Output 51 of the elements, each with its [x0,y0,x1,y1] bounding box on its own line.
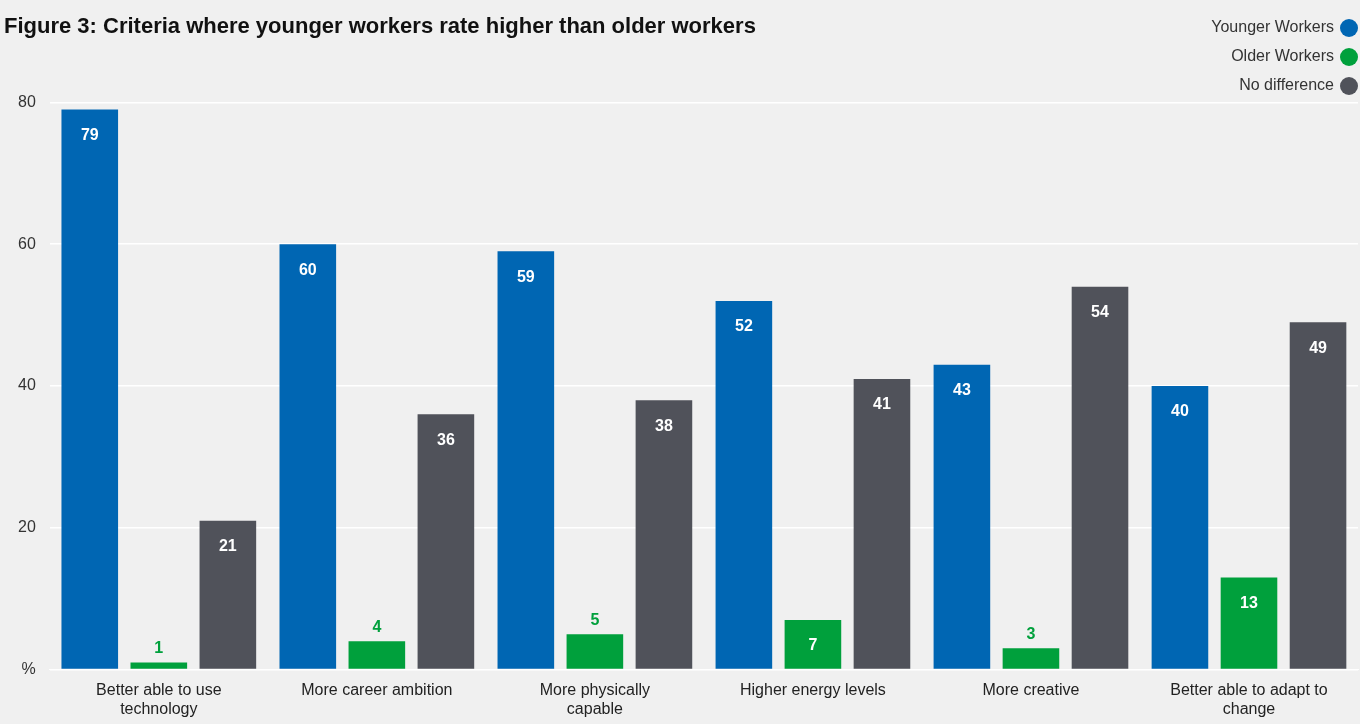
data-label: 60 [298,260,317,278]
y-tick-label: 80 [18,92,36,110]
bar [933,364,991,669]
bar [715,300,773,669]
bar [199,520,257,669]
bar [417,414,475,669]
y-tick-label: 20 [18,518,36,536]
data-label: 13 [1240,593,1258,611]
bar [566,634,624,669]
x-tick-label: Better able to use technology [96,680,222,717]
chart-title: Figure 3: Criteria where younger workers rate higher than older workers [4,13,756,39]
bar [130,662,188,669]
data-label: 41 [873,395,891,413]
bar [1220,577,1278,669]
data-label: 59 [516,267,535,285]
bar [635,400,693,669]
data-label: 40 [1171,402,1189,420]
data-label: 7 [808,636,818,654]
x-tick-label: More creative [982,680,1080,698]
x-tick-label: Better able to adapt to change [1170,680,1328,717]
data-label: 52 [734,317,753,335]
bar [348,641,406,669]
x-tick-label: More career ambition [301,680,453,698]
data-label: 21 [218,537,237,555]
bar [1289,322,1347,669]
bar [61,109,119,669]
data-label: 79 [80,125,99,143]
data-label: 1 [154,638,164,656]
x-tick-label: More physically capable [539,680,651,717]
data-label: 38 [655,416,673,434]
data-label: 5 [590,610,600,628]
bar [1002,648,1060,669]
bar [1151,386,1209,669]
data-label: 4 [372,617,382,635]
data-label: 49 [1309,338,1328,356]
bar [497,251,555,669]
data-label: 3 [1026,624,1036,642]
bar [1071,286,1129,669]
y-tick-label: 60 [18,234,36,252]
data-label: 36 [436,430,455,448]
y-tick-label: 40 [18,376,36,394]
data-label: 54 [1091,303,1109,321]
bar [853,378,911,669]
legend-label: Younger Workers [1211,18,1334,35]
x-tick-label: Higher energy levels [739,680,886,698]
bar [784,619,842,669]
bar [279,244,337,669]
y-tick-label: % [21,660,36,678]
data-label: 43 [953,381,971,399]
legend-label: No difference [1239,76,1334,93]
legend-label: Older Workers [1231,47,1334,64]
